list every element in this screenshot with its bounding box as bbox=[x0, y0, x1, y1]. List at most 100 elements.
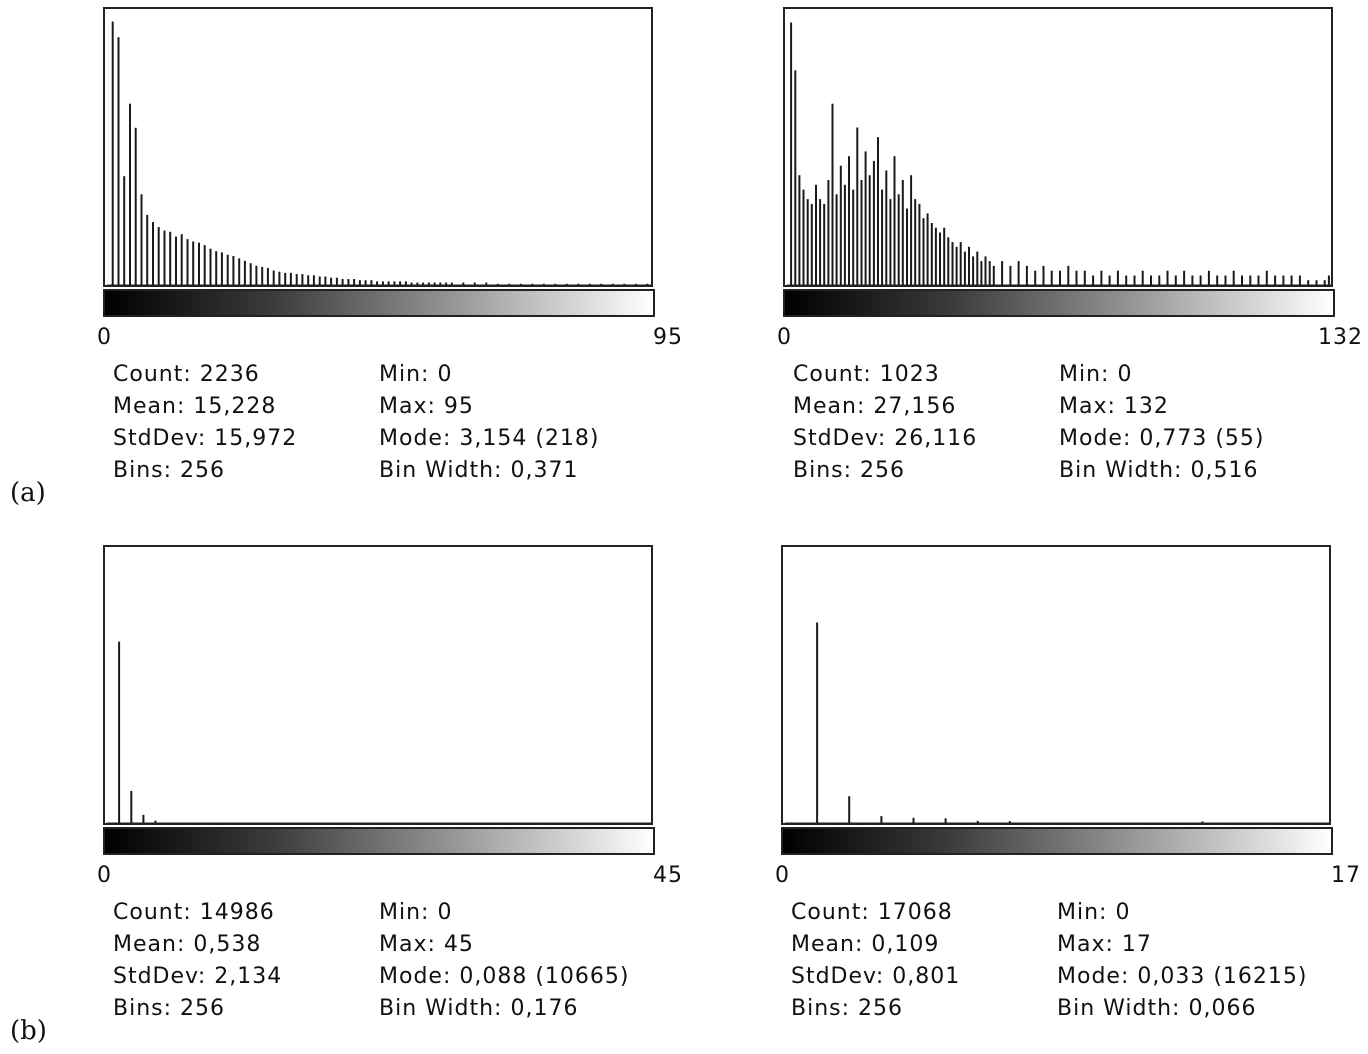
stat-max: Max: 45 bbox=[379, 932, 474, 957]
histogram-bar bbox=[496, 283, 499, 285]
histogram-panel-a-right: 0 132 Count: 1023 Mean: 27,156 StdDev: 2… bbox=[777, 7, 1363, 487]
histogram-bar bbox=[226, 254, 229, 285]
histogram-bar bbox=[1034, 270, 1037, 285]
histogram-bar bbox=[1125, 275, 1128, 285]
histogram-bar bbox=[1265, 270, 1268, 285]
histogram-bar bbox=[976, 251, 979, 285]
histogram-bar bbox=[462, 282, 465, 285]
histogram-bar bbox=[422, 282, 425, 285]
stat-max: Max: 95 bbox=[379, 394, 474, 419]
histogram-bar bbox=[531, 283, 534, 285]
histogram-bar bbox=[154, 820, 157, 823]
histogram-bar bbox=[1224, 275, 1227, 285]
histogram-bar bbox=[209, 248, 212, 285]
histogram-bar bbox=[312, 275, 315, 285]
stat-mode: Mode: 0,773 (55) bbox=[1059, 426, 1265, 451]
stat-min: Min: 0 bbox=[1057, 900, 1131, 925]
subfigure-label-a: (a) bbox=[10, 478, 46, 508]
histogram-bar bbox=[266, 268, 269, 285]
histogram-bar bbox=[1166, 270, 1169, 285]
subfigure-label-b: (b) bbox=[10, 1016, 47, 1046]
grayscale-ramp bbox=[783, 289, 1335, 317]
stat-mode: Mode: 0,033 (16215) bbox=[1057, 964, 1308, 989]
histogram-bar bbox=[542, 283, 545, 285]
histogram-bar bbox=[364, 280, 367, 285]
histogram-bar bbox=[856, 127, 859, 285]
histogram-bar bbox=[1158, 275, 1161, 285]
histogram-bar bbox=[1025, 265, 1028, 285]
stat-count: Count: 17068 bbox=[791, 900, 953, 925]
histogram-bar bbox=[1001, 261, 1004, 285]
histogram-bar bbox=[959, 242, 962, 285]
histogram-bar bbox=[1315, 280, 1318, 285]
histogram-bar bbox=[117, 37, 120, 285]
histogram-bar bbox=[877, 137, 879, 285]
histogram-bar bbox=[827, 180, 830, 285]
stat-bins: Bins: 256 bbox=[793, 458, 906, 483]
histogram-bar bbox=[864, 151, 867, 285]
histogram-bar bbox=[588, 283, 591, 285]
stat-stddev: StdDev: 0,801 bbox=[791, 964, 961, 989]
histogram-bar bbox=[976, 820, 979, 823]
histogram-bar bbox=[289, 272, 292, 285]
histogram-bar bbox=[972, 256, 975, 285]
histogram-bar bbox=[1232, 270, 1235, 285]
histogram-bar bbox=[912, 817, 915, 823]
histogram-bar bbox=[1282, 275, 1285, 285]
stat-bins: Bins: 256 bbox=[791, 996, 904, 1021]
histogram-bar bbox=[387, 281, 390, 285]
histogram-bar bbox=[868, 175, 871, 285]
histogram-bar bbox=[130, 791, 133, 823]
histogram-bar bbox=[906, 208, 908, 285]
histogram-bar bbox=[376, 281, 379, 285]
histogram-bar bbox=[416, 282, 419, 285]
histogram-bars bbox=[107, 21, 651, 285]
histogram-bar bbox=[939, 232, 941, 285]
histogram-bar bbox=[318, 276, 321, 285]
histogram-bar bbox=[140, 194, 143, 285]
histogram-bar bbox=[1199, 275, 1202, 285]
histogram-plot bbox=[781, 545, 1331, 825]
x-max-label: 17 bbox=[1331, 863, 1361, 888]
histogram-bars bbox=[785, 622, 1329, 823]
histogram-bar bbox=[410, 282, 413, 285]
histogram-bar bbox=[794, 70, 797, 285]
histogram-bar bbox=[1017, 261, 1020, 285]
histogram-bar bbox=[872, 160, 875, 285]
stat-bins: Bins: 256 bbox=[113, 458, 226, 483]
histogram-bar bbox=[577, 283, 580, 285]
stat-min: Min: 0 bbox=[379, 900, 453, 925]
histogram-bar bbox=[393, 281, 396, 285]
histogram-bar bbox=[370, 280, 373, 285]
histogram-bar bbox=[963, 251, 966, 285]
histogram-panel-a-left: 0 95 Count: 2236 Mean: 15,228 StdDev: 15… bbox=[97, 7, 683, 487]
histogram-bar bbox=[926, 213, 929, 285]
histogram-bar bbox=[835, 194, 838, 285]
stat-stddev: StdDev: 2,134 bbox=[113, 964, 283, 989]
histogram-bar bbox=[404, 281, 407, 285]
histogram-bar bbox=[146, 214, 149, 285]
histogram-bar bbox=[249, 263, 252, 285]
histogram-bar bbox=[1008, 821, 1011, 823]
histogram-bar bbox=[881, 189, 884, 285]
histogram-bar bbox=[806, 199, 809, 285]
histogram-bar bbox=[893, 156, 896, 285]
histogram-bar bbox=[1274, 275, 1277, 285]
histogram-bar bbox=[123, 176, 126, 285]
histogram-bar bbox=[943, 227, 946, 285]
histogram-bar bbox=[951, 242, 954, 285]
histogram-bar bbox=[1083, 270, 1086, 285]
histogram-bar bbox=[278, 271, 281, 285]
histogram-bar bbox=[1050, 270, 1053, 285]
histogram-bar bbox=[611, 283, 614, 285]
histogram-bar bbox=[1075, 270, 1078, 285]
grayscale-ramp bbox=[103, 289, 655, 317]
histogram-bar bbox=[485, 282, 488, 285]
histogram-bar bbox=[284, 272, 287, 285]
histogram-bar bbox=[947, 237, 950, 285]
histogram-bar bbox=[790, 22, 793, 285]
histogram-bar bbox=[238, 258, 241, 285]
histogram-bar bbox=[330, 277, 333, 285]
histogram-bar bbox=[261, 266, 264, 285]
stat-bin-width: Bin Width: 0,371 bbox=[379, 458, 579, 483]
